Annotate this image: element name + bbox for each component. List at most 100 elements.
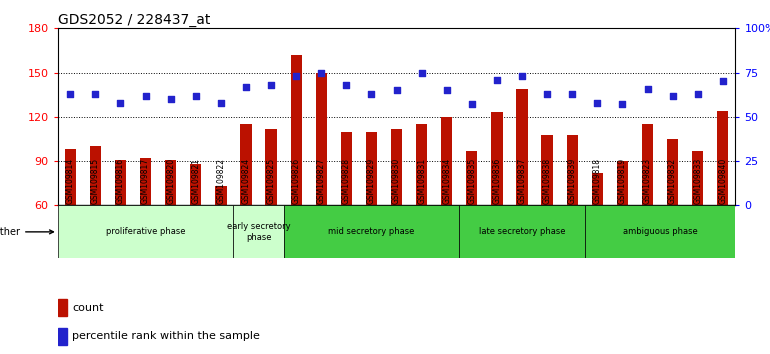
Point [440, 87, 453, 93]
Text: GSM109828: GSM109828 [342, 205, 351, 256]
Text: late secretory phase: late secretory phase [479, 227, 565, 236]
Point [641, 86, 654, 91]
Bar [591, 173, 603, 205]
Text: GSM109818: GSM109818 [593, 205, 602, 256]
Bar [283, 205, 459, 258]
Bar [391, 129, 402, 205]
Point [89, 91, 102, 97]
Point [566, 91, 578, 97]
Text: GSM109831: GSM109831 [417, 205, 426, 256]
Text: GSM109814: GSM109814 [65, 205, 75, 256]
Text: GSM109824: GSM109824 [242, 158, 250, 204]
Text: GSM109827: GSM109827 [316, 205, 326, 256]
Bar [667, 139, 678, 205]
Text: GSM109837: GSM109837 [517, 158, 527, 204]
Text: GSM109822: GSM109822 [216, 158, 226, 204]
Bar [190, 164, 202, 205]
Point [165, 96, 177, 102]
Text: GSM109836: GSM109836 [493, 158, 501, 204]
Bar [416, 124, 427, 205]
Point [667, 93, 679, 98]
Point [516, 73, 528, 79]
Text: GSM109826: GSM109826 [292, 205, 300, 256]
Point [416, 70, 428, 75]
Text: GSM109840: GSM109840 [718, 205, 728, 256]
Text: GSM109835: GSM109835 [467, 205, 477, 256]
Text: GSM109823: GSM109823 [643, 205, 652, 256]
Text: GSM109838: GSM109838 [543, 205, 551, 256]
Text: GSM109815: GSM109815 [91, 158, 100, 204]
Bar [517, 89, 527, 205]
Bar [491, 113, 503, 205]
Point [717, 79, 729, 84]
Point [591, 100, 604, 105]
Bar [266, 129, 276, 205]
Text: GSM109834: GSM109834 [442, 158, 451, 204]
Text: GSM109824: GSM109824 [242, 205, 250, 256]
Point [265, 82, 277, 88]
Bar [58, 299, 68, 316]
Bar [567, 135, 578, 205]
Text: GSM109816: GSM109816 [116, 205, 125, 256]
Point [466, 102, 478, 107]
Text: GSM109829: GSM109829 [367, 205, 376, 256]
Bar [459, 205, 584, 258]
Text: count: count [72, 303, 104, 313]
Text: ambiguous phase: ambiguous phase [623, 227, 698, 236]
Text: GSM109832: GSM109832 [668, 205, 677, 256]
Text: GSM109817: GSM109817 [141, 158, 150, 204]
Bar [366, 132, 377, 205]
Point [315, 70, 327, 75]
Text: proliferative phase: proliferative phase [105, 227, 186, 236]
Bar [340, 132, 352, 205]
Text: GSM109827: GSM109827 [316, 158, 326, 204]
Text: GSM109817: GSM109817 [141, 205, 150, 256]
Text: GSM109816: GSM109816 [116, 158, 125, 204]
Text: GSM109833: GSM109833 [693, 205, 702, 256]
Text: GSM109834: GSM109834 [442, 205, 451, 256]
Text: GSM109825: GSM109825 [266, 158, 276, 204]
Bar [240, 124, 252, 205]
Point [114, 100, 126, 105]
Point [139, 93, 152, 98]
Point [239, 84, 252, 90]
Point [64, 91, 76, 97]
Text: GSM109825: GSM109825 [266, 205, 276, 256]
Text: early secretory
phase: early secretory phase [226, 222, 290, 241]
Bar [441, 117, 453, 205]
Text: GSM109822: GSM109822 [216, 205, 226, 256]
Text: GSM109828: GSM109828 [342, 158, 351, 204]
Text: GSM109821: GSM109821 [191, 205, 200, 256]
Point [490, 77, 503, 82]
Text: GSM109840: GSM109840 [718, 158, 728, 204]
Point [541, 91, 554, 97]
Text: GSM109820: GSM109820 [166, 158, 176, 204]
Text: GSM109831: GSM109831 [417, 158, 426, 204]
Text: GSM109830: GSM109830 [392, 205, 401, 256]
Text: other: other [0, 227, 53, 237]
Text: GSM109819: GSM109819 [618, 205, 627, 256]
Bar [541, 135, 553, 205]
Text: GSM109833: GSM109833 [693, 158, 702, 204]
Text: GSM109819: GSM109819 [618, 158, 627, 204]
Text: GSM109818: GSM109818 [593, 158, 602, 204]
Bar [140, 158, 151, 205]
Bar [584, 205, 735, 258]
Text: GSM109820: GSM109820 [166, 205, 176, 256]
Text: GSM109837: GSM109837 [517, 205, 527, 256]
Bar [58, 205, 233, 258]
Bar [717, 111, 728, 205]
Text: GSM109836: GSM109836 [493, 205, 501, 256]
Bar [316, 73, 327, 205]
Text: GSM109815: GSM109815 [91, 205, 100, 256]
Bar [58, 328, 68, 345]
Bar [65, 149, 76, 205]
Bar [692, 151, 703, 205]
Point [340, 82, 353, 88]
Text: GSM109829: GSM109829 [367, 158, 376, 204]
Text: GSM109838: GSM109838 [543, 158, 551, 204]
Text: GSM109830: GSM109830 [392, 158, 401, 204]
Point [691, 91, 704, 97]
Text: GSM109814: GSM109814 [65, 158, 75, 204]
Text: GSM109823: GSM109823 [643, 158, 652, 204]
